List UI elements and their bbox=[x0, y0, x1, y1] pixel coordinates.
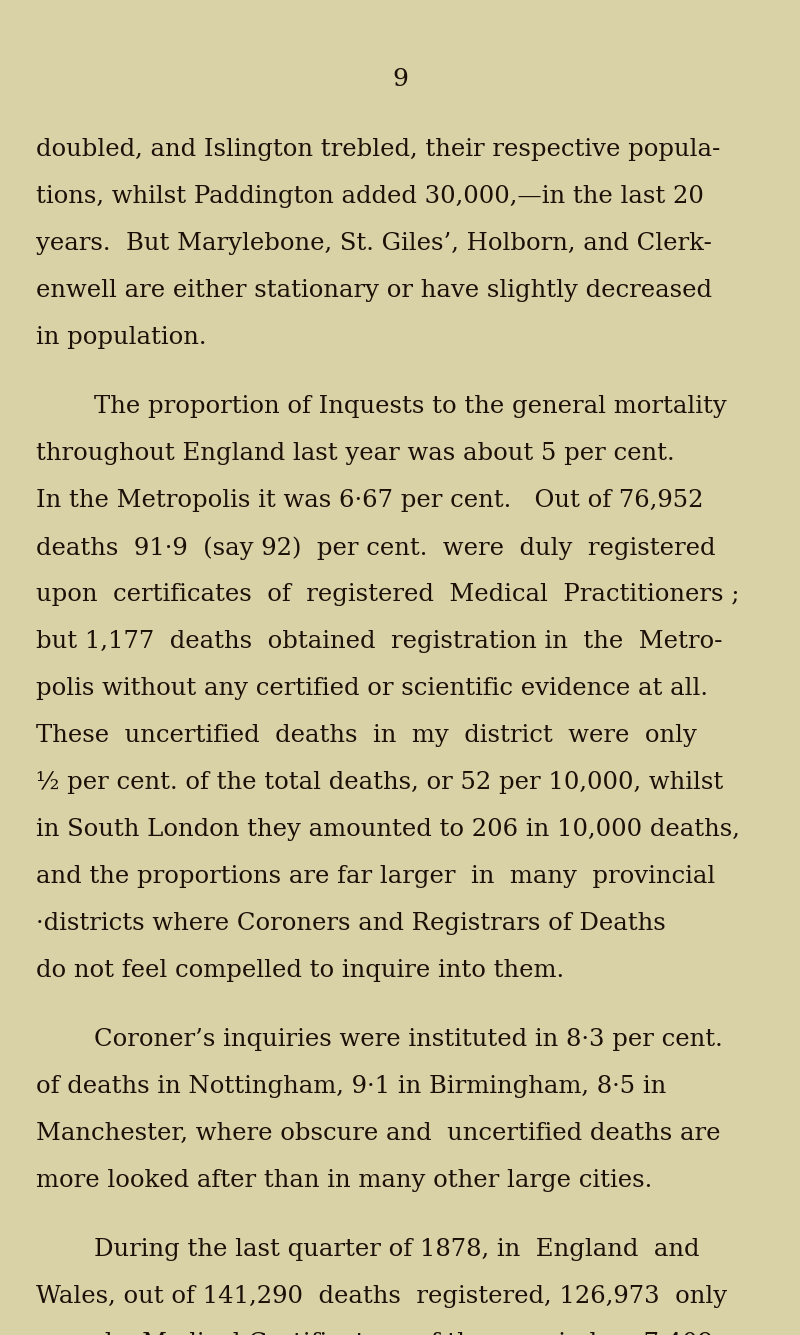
Text: years.  But Marylebone, St. Giles’, Holborn, and Clerk-: years. But Marylebone, St. Giles’, Holbo… bbox=[36, 232, 712, 255]
Text: doubled, and Islington trebled, their respective popula-: doubled, and Islington trebled, their re… bbox=[36, 138, 720, 162]
Text: in population.: in population. bbox=[36, 326, 206, 348]
Text: During the last quarter of 1878, in  England  and: During the last quarter of 1878, in Engl… bbox=[94, 1238, 699, 1262]
Text: do not feel compelled to inquire into them.: do not feel compelled to inquire into th… bbox=[36, 959, 564, 983]
Text: 9: 9 bbox=[392, 68, 408, 91]
Text: enwell are either stationary or have slightly decreased: enwell are either stationary or have sli… bbox=[36, 279, 712, 302]
Text: Wales, out of 141,290  deaths  registered, 126,973  only: Wales, out of 141,290 deaths registered,… bbox=[36, 1286, 727, 1308]
Text: more looked after than in many other large cities.: more looked after than in many other lar… bbox=[36, 1169, 652, 1192]
Text: ·districts where Coroners and Registrars of Deaths: ·districts where Coroners and Registrars… bbox=[36, 912, 666, 934]
Text: and the proportions are far larger  in  many  provincial: and the proportions are far larger in ma… bbox=[36, 865, 715, 888]
Text: In the Metropolis it was 6·67 per cent.   Out of 76,952: In the Metropolis it was 6·67 per cent. … bbox=[36, 489, 703, 513]
Text: Coroner’s inquiries were instituted in 8·3 per cent.: Coroner’s inquiries were instituted in 8… bbox=[94, 1028, 722, 1051]
Text: of deaths in Nottingham, 9·1 in Birmingham, 8·5 in: of deaths in Nottingham, 9·1 in Birmingh… bbox=[36, 1075, 666, 1097]
Text: ½ per cent. of the total deaths, or 52 per 10,000, whilst: ½ per cent. of the total deaths, or 52 p… bbox=[36, 772, 723, 794]
Text: in South London they amounted to 206 in 10,000 deaths,: in South London they amounted to 206 in … bbox=[36, 818, 740, 841]
Text: were by Medical Certificates ; of the remainder,  7,409: were by Medical Certificates ; of the re… bbox=[36, 1332, 713, 1335]
Text: tions, whilst Paddington added 30,000,—in the last 20: tions, whilst Paddington added 30,000,—i… bbox=[36, 186, 704, 208]
Text: throughout England last year was about 5 per cent.: throughout England last year was about 5… bbox=[36, 442, 674, 465]
Text: These  uncertified  deaths  in  my  district  were  only: These uncertified deaths in my district … bbox=[36, 724, 697, 748]
Text: The proportion of Inquests to the general mortality: The proportion of Inquests to the genera… bbox=[94, 395, 726, 418]
Text: deaths  91·9  (say 92)  per cent.  were  duly  registered: deaths 91·9 (say 92) per cent. were duly… bbox=[36, 535, 715, 559]
Text: Manchester, where obscure and  uncertified deaths are: Manchester, where obscure and uncertifie… bbox=[36, 1121, 721, 1145]
Text: polis without any certified or scientific evidence at all.: polis without any certified or scientifi… bbox=[36, 677, 708, 700]
Text: upon  certificates  of  registered  Medical  Practitioners ;: upon certificates of registered Medical … bbox=[36, 583, 739, 606]
Text: but 1,177  deaths  obtained  registration in  the  Metro-: but 1,177 deaths obtained registration i… bbox=[36, 630, 722, 653]
